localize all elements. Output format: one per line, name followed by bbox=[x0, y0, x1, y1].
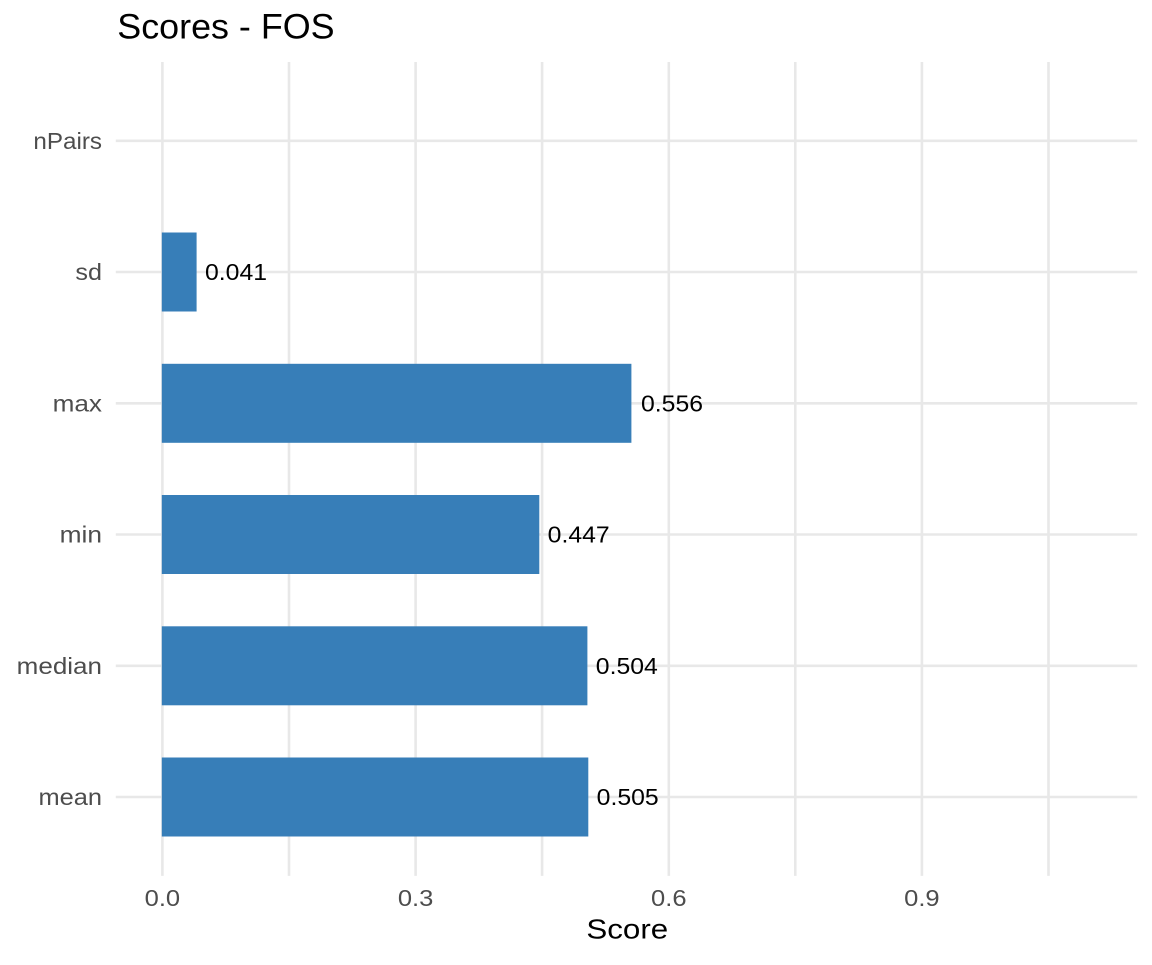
svg-text:median: median bbox=[17, 653, 102, 679]
svg-text:max: max bbox=[53, 390, 103, 416]
svg-text:0.556: 0.556 bbox=[641, 390, 703, 416]
svg-text:0.447: 0.447 bbox=[548, 522, 610, 548]
svg-text:0.504: 0.504 bbox=[596, 653, 658, 679]
svg-text:Score: Score bbox=[586, 913, 668, 944]
svg-text:0.9: 0.9 bbox=[904, 885, 940, 911]
svg-text:0.6: 0.6 bbox=[651, 885, 687, 911]
svg-text:0.3: 0.3 bbox=[398, 885, 434, 911]
svg-text:Scores - FOS: Scores - FOS bbox=[117, 7, 334, 47]
svg-text:0.0: 0.0 bbox=[145, 885, 181, 911]
svg-text:0.041: 0.041 bbox=[205, 259, 267, 285]
svg-text:mean: mean bbox=[39, 784, 103, 810]
svg-text:0.505: 0.505 bbox=[597, 784, 659, 810]
svg-text:min: min bbox=[60, 522, 102, 548]
svg-text:sd: sd bbox=[75, 259, 102, 285]
svg-text:nPairs: nPairs bbox=[33, 128, 102, 154]
